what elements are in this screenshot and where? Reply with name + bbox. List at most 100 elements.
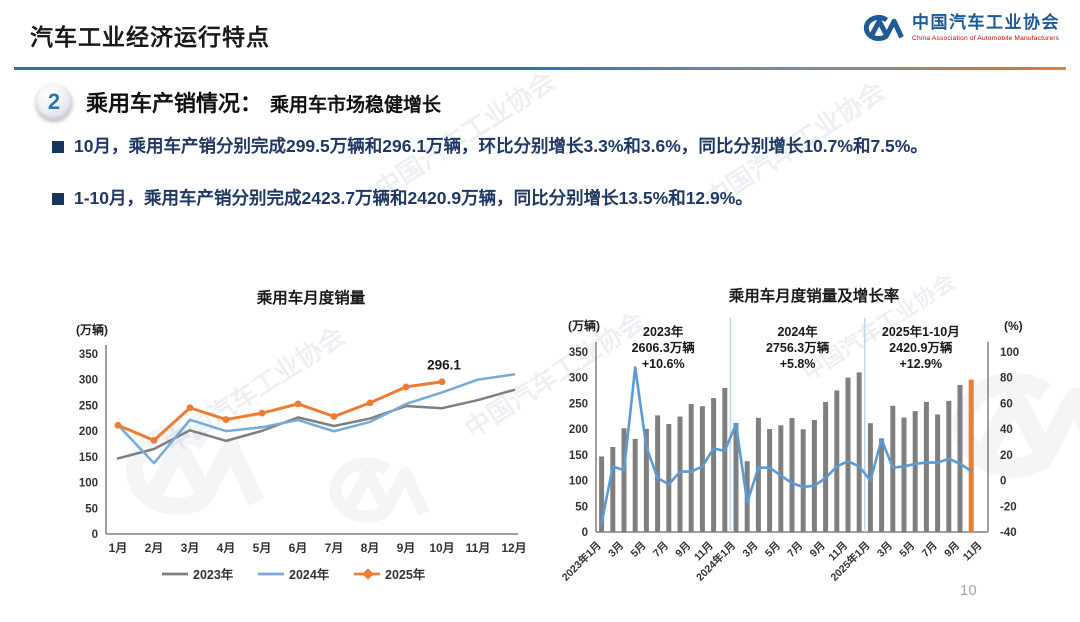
legend-item: 2023年 [162, 567, 234, 582]
svg-text:2420.9万辆: 2420.9万辆 [889, 340, 953, 355]
svg-text:10月: 10月 [429, 541, 454, 555]
svg-text:+12.9%: +12.9% [899, 357, 942, 371]
svg-text:3月: 3月 [181, 541, 200, 555]
legend-item: 2025年 [354, 567, 426, 582]
bullet-list: 10月，乘用车产销分别完成299.5万辆和296.1万辆，环比分别增长3.3%和… [52, 131, 1052, 234]
sales-bar [599, 456, 605, 532]
svg-text:300: 300 [79, 375, 98, 387]
svg-text:200: 200 [79, 426, 98, 438]
right-chart-title: 乘用车月度销量及增长率 [728, 288, 900, 305]
svg-text:5月: 5月 [763, 540, 783, 560]
svg-text:3月: 3月 [740, 540, 760, 560]
section-subtitle: 乘用车市场稳健增长 [270, 95, 442, 116]
section-heading: 2 乘用车产销情况： 乘用车市场稳健增长 [36, 84, 441, 120]
bullet-item: 1-10月，乘用车产销分别完成2423.7万辆和2420.9万辆，同比分别增长1… [52, 183, 1052, 214]
logo-name-en: China Association of Automobile Manufact… [912, 34, 1060, 42]
sales-bar [643, 428, 649, 532]
svg-text:9月: 9月 [673, 540, 693, 560]
sales-bar [688, 404, 694, 532]
svg-text:200: 200 [569, 424, 588, 436]
svg-text:0: 0 [1000, 476, 1006, 488]
sales-bar [699, 406, 705, 532]
legend-item: 2024年 [258, 567, 330, 582]
left-chart-title: 乘用车月度销量 [256, 290, 366, 307]
svg-text:5月: 5月 [628, 540, 648, 560]
svg-text:350: 350 [569, 347, 588, 359]
svg-text:2月: 2月 [145, 541, 164, 555]
svg-text:11月: 11月 [466, 541, 491, 555]
logo-name-cn: 中国汽车工业协会 [912, 13, 1060, 33]
cm-logo-icon [863, 15, 904, 41]
left-chart-svg: (万辆) 0 50 100 150 200 250 300 350 1月 2月 3月 4月 5月 6月 7月 8… [76, 322, 527, 582]
svg-text:2024年: 2024年 [289, 567, 330, 582]
svg-text:3月: 3月 [606, 540, 626, 560]
svg-text:6月: 6月 [289, 541, 308, 555]
sales-bar [879, 438, 885, 532]
sales-bar [755, 417, 761, 532]
svg-text:0: 0 [582, 527, 588, 539]
svg-text:0: 0 [92, 529, 98, 541]
svg-text:12月: 12月 [501, 541, 526, 555]
svg-text:150: 150 [79, 452, 98, 464]
sales-bar [811, 419, 817, 532]
growth-line [600, 366, 973, 525]
sales-bar [767, 429, 773, 532]
svg-text:8月: 8月 [361, 541, 380, 555]
bullet-item: 10月，乘用车产销分别完成299.5万辆和296.1万辆，环比分别增长3.3%和… [52, 131, 1052, 162]
svg-text:1月: 1月 [109, 541, 128, 555]
bullet-square-icon [52, 141, 64, 153]
svg-text:100: 100 [79, 478, 98, 490]
sales-bar [923, 401, 929, 532]
svg-text:7月: 7月 [651, 540, 671, 560]
svg-text:100: 100 [1000, 347, 1019, 359]
svg-text:9月: 9月 [397, 541, 416, 555]
svg-text:2023年: 2023年 [643, 324, 684, 339]
series-2024年 [116, 373, 516, 465]
svg-text:2756.3万辆: 2756.3万辆 [766, 340, 830, 355]
svg-text:9月: 9月 [808, 540, 828, 560]
svg-text:60: 60 [1000, 398, 1013, 410]
svg-text:+5.8%: +5.8% [780, 357, 816, 371]
svg-text:250: 250 [569, 398, 588, 410]
sales-bar [722, 387, 728, 532]
sales-bar [834, 390, 840, 532]
title-divider [14, 67, 1066, 70]
svg-text:5月: 5月 [253, 541, 272, 555]
sales-bar [789, 418, 795, 532]
sales-bars [599, 372, 974, 532]
svg-text:50: 50 [85, 503, 98, 515]
bullet-text: 1-10月，乘用车产销分别完成2423.7万辆和2420.9万辆，同比分别增长1… [74, 187, 753, 208]
svg-text:5月: 5月 [897, 540, 917, 560]
svg-text:9月: 9月 [942, 540, 962, 560]
svg-text:2023年: 2023年 [193, 567, 234, 582]
sales-bar [856, 372, 862, 532]
svg-text:7月: 7月 [920, 540, 940, 560]
sales-bar [946, 400, 952, 532]
section-number-badge: 2 [36, 84, 72, 120]
svg-text:80: 80 [1000, 373, 1013, 385]
sales-bar [968, 379, 974, 532]
svg-text:350: 350 [79, 349, 98, 361]
sales-bar [666, 424, 672, 532]
sales-bar [621, 428, 627, 532]
svg-text:11月: 11月 [961, 540, 985, 564]
page-title: 汽车工业经济运行特点 [30, 24, 270, 50]
sales-bar [677, 416, 683, 532]
svg-text:20: 20 [1000, 450, 1013, 462]
sales-bar [655, 415, 661, 532]
sales-bar [912, 411, 918, 532]
logo: 中国汽车工业协会 China Association of Automobile… [852, 13, 1060, 43]
svg-text:2606.3万辆: 2606.3万辆 [632, 340, 696, 355]
svg-text:2023年1月: 2023年1月 [559, 539, 604, 584]
svg-text:-20: -20 [1000, 501, 1017, 513]
right-chart-svg: (万辆) (%) 0 50 100 150 200 250 300 350 -40 -20 0 20 40 6… [559, 318, 1023, 584]
series-2025年 [114, 378, 446, 444]
sales-bar [800, 429, 806, 532]
sales-bar [733, 423, 739, 532]
svg-text:7月: 7月 [325, 541, 344, 555]
monthly-sales-growth-chart: 乘用车月度销量及增长率 (万辆) (%) 0 50 100 150 200 250 300 350… [550, 284, 1040, 622]
svg-text:+10.6%: +10.6% [642, 357, 685, 371]
bullet-text: 10月，乘用车产销分别完成299.5万辆和296.1万辆，环比分别增长3.3%和… [74, 136, 928, 156]
